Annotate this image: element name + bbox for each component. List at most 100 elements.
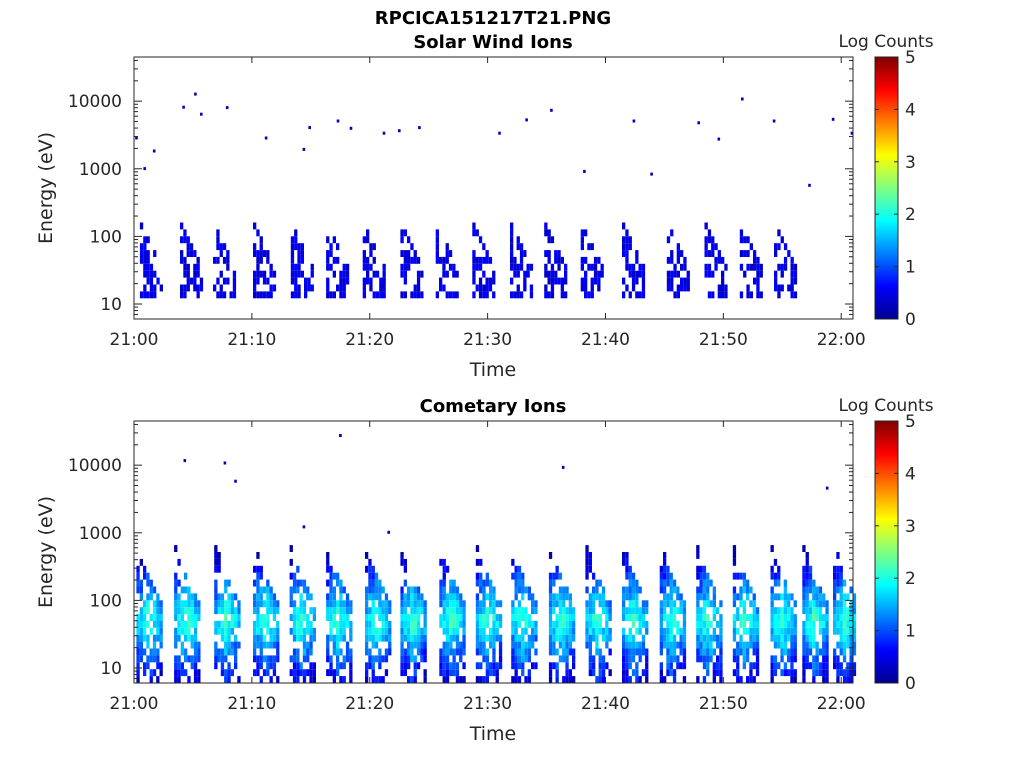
heatmap-cell xyxy=(378,586,382,594)
heatmap-cell xyxy=(256,250,260,257)
heatmap-cell xyxy=(562,634,566,642)
heatmap-cell xyxy=(152,586,157,594)
heatmap-cell xyxy=(329,243,333,251)
heatmap-cell xyxy=(557,263,561,271)
heatmap-cell xyxy=(739,572,743,580)
heatmap-cell xyxy=(445,641,450,649)
heatmap-cell xyxy=(180,600,184,608)
heatmap-cell xyxy=(756,291,760,299)
heatmap-cell xyxy=(365,614,369,621)
heatmap-cell xyxy=(706,655,710,663)
heatmap-cell xyxy=(555,593,559,601)
heatmap-cell xyxy=(839,634,843,642)
heatmap-cell xyxy=(558,641,563,649)
heatmap-cell xyxy=(721,291,725,299)
heatmap-cell xyxy=(521,669,525,677)
x-tick-label: 21:10 xyxy=(227,694,276,714)
heatmap-cell xyxy=(156,620,160,628)
heatmap-cell xyxy=(445,243,449,251)
heatmap-cell xyxy=(482,593,486,601)
heatmap-cell xyxy=(759,263,763,271)
heatmap-cell xyxy=(214,586,218,594)
heatmap-cell xyxy=(187,676,191,683)
heatmap-cell xyxy=(143,669,147,677)
heatmap-cell xyxy=(839,607,843,615)
heatmap-cell xyxy=(597,270,601,278)
heatmap-cell xyxy=(180,607,184,615)
heatmap-cell xyxy=(666,236,671,244)
heatmap-cell xyxy=(139,243,144,251)
heatmap-cell xyxy=(339,277,343,285)
heatmap-cell xyxy=(193,676,198,683)
heatmap-cell xyxy=(326,593,330,601)
heatmap-cell xyxy=(326,263,330,271)
heatmap-cell xyxy=(742,648,746,656)
heatmap-cell xyxy=(475,600,480,608)
heatmap-cell xyxy=(696,641,700,649)
heatmap-cell xyxy=(329,586,333,594)
heatmap-cell xyxy=(706,614,710,621)
heatmap-cell xyxy=(475,256,479,264)
heatmap-cell xyxy=(736,627,740,635)
heatmap-cell xyxy=(413,291,417,299)
heatmap-cell xyxy=(777,565,781,573)
heatmap-cell xyxy=(149,579,153,587)
heatmap-cell xyxy=(852,607,857,615)
heatmap-cell xyxy=(679,641,683,649)
heatmap-cell xyxy=(369,250,373,257)
heatmap-cell xyxy=(230,614,234,621)
heatmap-cell xyxy=(793,627,797,635)
heatmap-cell xyxy=(180,620,184,628)
heatmap-cell xyxy=(299,669,303,677)
heatmap-cell xyxy=(371,634,375,642)
heatmap-cell xyxy=(808,620,813,628)
heatmap-cell xyxy=(403,558,407,566)
heatmap-cell xyxy=(439,256,443,264)
heatmap-cell xyxy=(306,614,310,621)
heatmap-cell xyxy=(558,634,563,642)
heatmap-cell xyxy=(842,614,847,621)
heatmap-cell xyxy=(739,641,743,649)
heatmap-cell xyxy=(580,256,584,264)
heatmap-cell xyxy=(326,277,330,285)
heatmap-cell xyxy=(608,648,612,656)
heatmap-cell xyxy=(663,586,667,594)
heatmap-cell xyxy=(808,648,813,656)
heatmap-cell xyxy=(808,627,813,635)
heatmap-cell xyxy=(384,655,389,663)
heatmap-cell xyxy=(523,284,527,292)
heatmap-cell xyxy=(400,648,404,656)
heatmap-cell xyxy=(706,579,710,587)
heatmap-cell xyxy=(825,669,829,677)
heatmap-cell xyxy=(199,284,204,292)
heatmap-cell xyxy=(780,607,784,615)
heatmap-cell xyxy=(187,634,191,642)
heatmap-cell xyxy=(253,634,257,642)
heatmap-cell xyxy=(793,270,798,278)
heatmap-cell xyxy=(262,655,267,663)
heatmap-cell xyxy=(413,634,417,642)
heatmap-cell xyxy=(625,558,629,566)
heatmap-cell xyxy=(136,676,140,683)
heatmap-cell xyxy=(790,648,794,656)
heatmap-cell xyxy=(846,669,850,677)
heatmap-cell xyxy=(777,641,781,649)
heatmap-cell xyxy=(266,655,270,663)
heatmap-cell xyxy=(755,648,760,656)
heatmap-cell xyxy=(472,250,476,257)
heatmap-cell xyxy=(628,600,632,608)
heatmap-cell xyxy=(482,655,486,663)
heatmap-cell xyxy=(253,593,257,601)
heatmap-cell xyxy=(329,593,333,601)
heatmap-cell xyxy=(672,614,677,621)
heatmap-cell xyxy=(448,291,453,299)
heatmap-cell xyxy=(719,648,723,656)
heatmap-cell xyxy=(818,593,823,601)
heatmap-cell xyxy=(836,620,840,628)
heatmap-cell xyxy=(478,284,483,292)
heatmap-cell xyxy=(159,284,163,292)
colorbar-tick-label: 4 xyxy=(905,100,916,120)
heatmap-cell xyxy=(292,579,297,587)
heatmap-cell xyxy=(153,291,157,299)
